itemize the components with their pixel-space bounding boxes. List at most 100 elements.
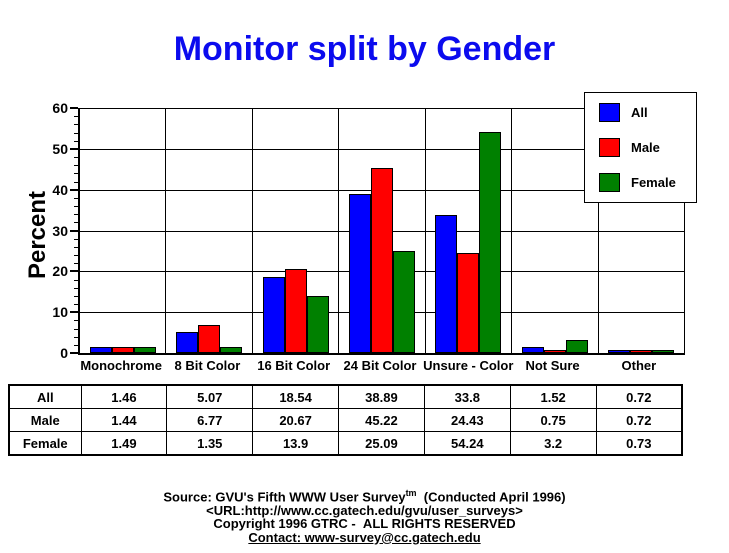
y-tick-major <box>70 229 78 232</box>
y-tick-label: 20 <box>52 263 68 280</box>
y-tick-minor <box>74 214 78 216</box>
table-cell: 1.52 <box>509 384 597 409</box>
female-bar <box>133 347 156 353</box>
chart-title: Monitor split by Gender <box>173 30 556 68</box>
all-bar <box>262 277 285 353</box>
table-cell: 0.73 <box>595 431 683 456</box>
y-tick-minor <box>74 124 78 126</box>
male-bar <box>284 269 307 353</box>
y-tick-minor <box>74 246 78 248</box>
table-row: Male 1.44 6.77 20.67 45.22 24.43 0.75 0.72 <box>8 408 683 432</box>
female-bar <box>306 296 329 353</box>
y-tick-label: 50 <box>52 140 68 157</box>
table-cell: 0.72 <box>595 408 683 432</box>
table-cell: 1.44 <box>80 408 168 432</box>
y-tick-minor <box>74 336 78 338</box>
bar-group-24-bit-color <box>339 108 426 353</box>
table-cell: 54.24 <box>423 431 511 456</box>
table-cell: 24.43 <box>423 408 511 432</box>
legend-label: All <box>631 105 648 120</box>
y-tick-major <box>70 107 78 109</box>
y-tick-major <box>70 147 78 150</box>
y-tick-label: 0 <box>60 345 68 361</box>
row-header: Male <box>8 408 82 432</box>
y-tick-minor <box>74 328 78 330</box>
x-axis-label: Other <box>621 358 657 373</box>
bar-groups <box>80 108 684 353</box>
y-tick-label: 10 <box>52 304 68 321</box>
female-bar <box>479 132 502 353</box>
all-swatch <box>599 103 620 122</box>
x-axis-label: 24 Bit Color <box>343 358 417 373</box>
y-tick-label: 60 <box>52 100 68 116</box>
bar-group-other <box>599 108 684 353</box>
table-cell: 1.49 <box>80 431 168 456</box>
y-tick-major <box>70 188 78 191</box>
table-cell: 45.22 <box>338 408 425 432</box>
table-cell: 6.77 <box>166 408 254 432</box>
bar-group-unsure-color <box>426 108 513 353</box>
footer: Source: GVU's Fifth WWW User Surveytm (C… <box>0 487 729 544</box>
gridline <box>80 148 684 150</box>
male-bar <box>198 325 221 353</box>
x-axis-label: 16 Bit Color <box>257 358 331 373</box>
data-table: All 1.46 5.07 18.54 38.89 33.8 1.52 0.72 Male 1.4… <box>8 384 683 456</box>
y-tick-minor <box>74 165 78 167</box>
table-cell: 18.54 <box>252 384 340 409</box>
y-tick-minor <box>74 344 78 346</box>
y-tick-minor <box>74 238 78 240</box>
table-cell: 13.9 <box>252 431 340 456</box>
x-axis-label: Unsure - Color <box>423 358 514 373</box>
female-bar <box>392 251 415 353</box>
source-line: Source: GVU's Fifth WWW User Surveytm (C… <box>0 487 729 504</box>
table-cell: 3.2 <box>509 431 597 456</box>
legend-entry-all: All <box>599 103 696 122</box>
x-axis-label: 8 Bit Color <box>174 358 241 373</box>
x-axis-label: Monochrome <box>80 358 162 373</box>
legend-entry-male: Male <box>599 138 696 157</box>
y-tick-minor <box>74 279 78 281</box>
table-cell: 5.07 <box>166 384 254 409</box>
y-tick-minor <box>74 255 78 256</box>
y-tick-label: 30 <box>52 222 68 239</box>
url-line: <URL:http://www.cc.gatech.edu/gvu/user_s… <box>206 502 523 518</box>
legend-label: Male <box>631 140 660 155</box>
y-tick-minor <box>74 287 78 289</box>
source-date-text: (Conducted April 1996) <box>416 489 566 505</box>
y-tick-minor <box>74 304 78 305</box>
contact-link[interactable]: Contact: www-survey@cc.gatech.edu <box>248 529 481 545</box>
y-tick-minor <box>74 295 78 297</box>
table-cell: 1.46 <box>80 384 168 409</box>
all-bar <box>176 332 199 353</box>
male-bar <box>543 350 566 353</box>
trademark-superscript: tm <box>405 488 417 498</box>
female-bar <box>220 347 243 353</box>
male-bar <box>370 168 393 353</box>
copyright-line: Copyright 1996 GTRC - ALL RIGHTS RESERVE… <box>213 516 516 532</box>
table-row: Female 1.49 1.35 13.9 25.09 54.24 3.2 0.73 <box>8 431 683 456</box>
y-tick-minor <box>74 140 78 142</box>
table-cell: 0.72 <box>595 384 683 409</box>
legend: All Male Female <box>584 92 697 203</box>
y-tick-minor <box>74 197 78 199</box>
bar-group-monochrome <box>80 108 167 353</box>
bar-group-8-bit-color <box>166 108 253 353</box>
table-cell: 25.09 <box>338 431 425 456</box>
bar-group-not-sure <box>512 108 599 353</box>
all-bar <box>348 194 371 353</box>
table-cell: 20.67 <box>252 408 340 432</box>
y-tick-minor <box>74 132 78 134</box>
y-tick-minor <box>74 157 78 158</box>
male-bar <box>457 253 480 353</box>
table-cell: 38.89 <box>338 384 425 409</box>
y-tick-major <box>70 352 78 354</box>
source-text: Source: GVU's Fifth WWW User Survey <box>163 489 406 505</box>
table-cell: 1.35 <box>166 431 254 456</box>
y-tick-label: 40 <box>52 181 68 198</box>
y-tick-minor <box>74 263 78 265</box>
plot-area <box>78 108 685 355</box>
bar-group-16-bit-color <box>253 108 340 353</box>
male-swatch <box>599 138 620 157</box>
female-bar <box>652 350 675 353</box>
y-tick-minor <box>74 173 78 175</box>
